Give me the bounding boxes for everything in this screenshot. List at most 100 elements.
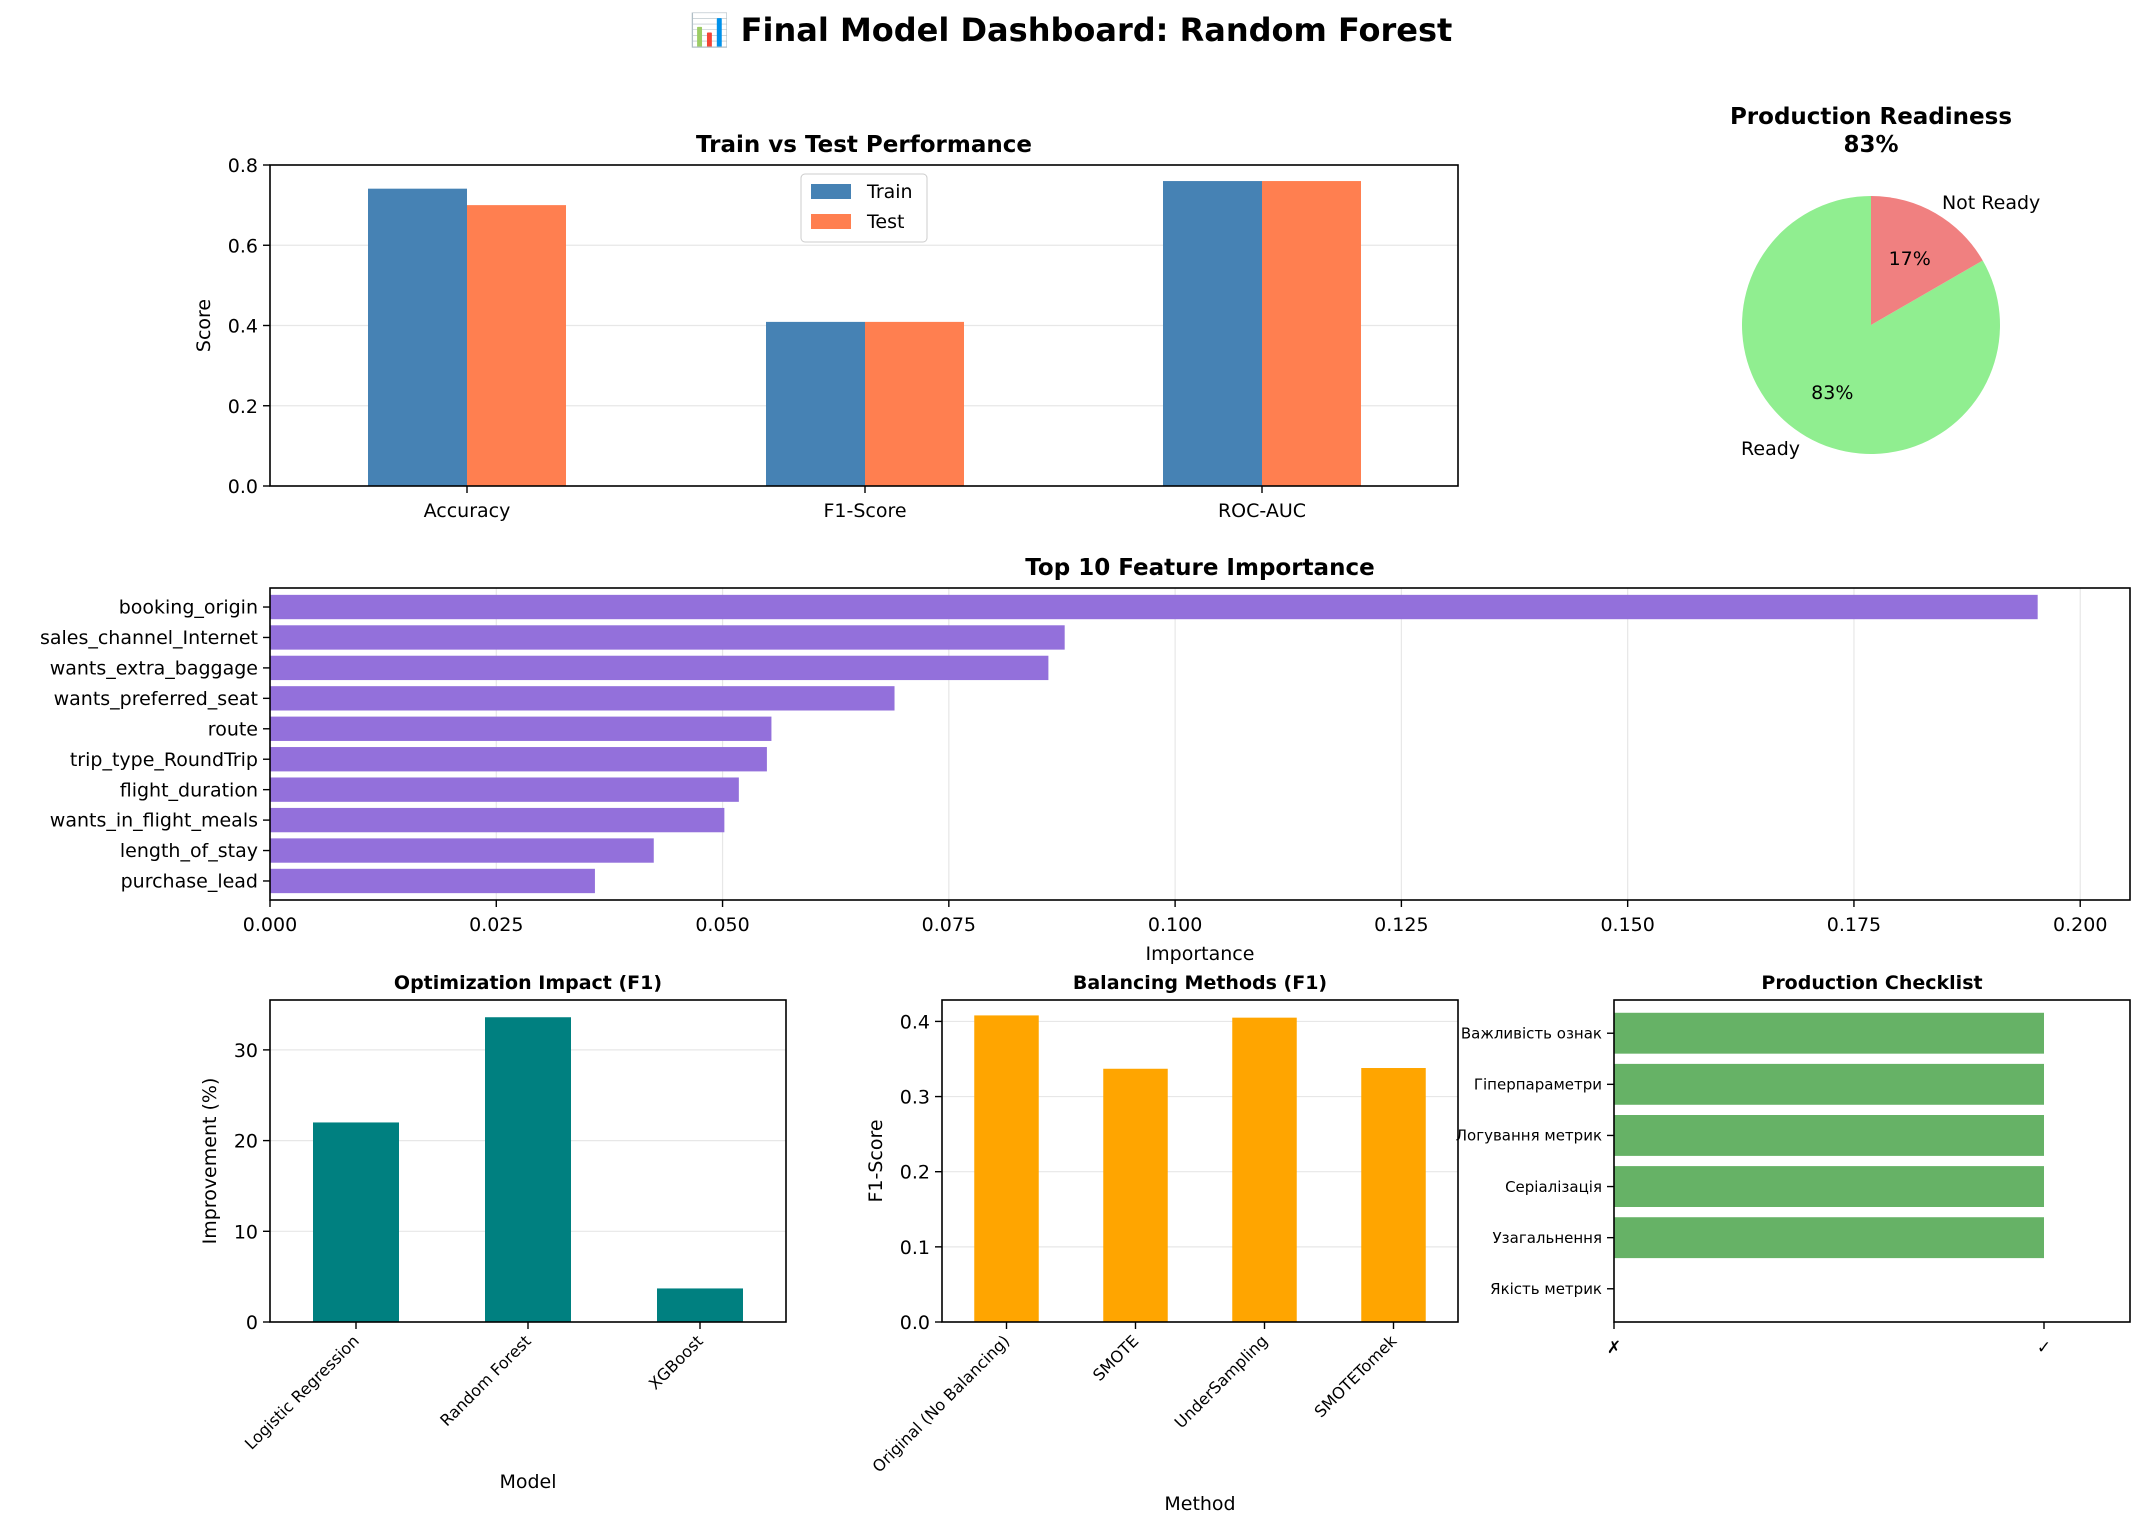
- y-tick-label: Якість метрик: [1490, 1280, 1602, 1298]
- y-tick-label: 30: [234, 1040, 258, 1062]
- legend-label-test: Test: [866, 211, 904, 233]
- y-tick-label: route: [208, 718, 258, 740]
- y-tick-label: length_of_stay: [120, 840, 258, 862]
- x-tick-label: 0.000: [243, 914, 297, 936]
- bar-узагальнення: [1614, 1217, 2044, 1259]
- x-tick-label: F1-Score: [823, 500, 906, 522]
- chart-title: Balancing Methods (F1): [1073, 972, 1327, 994]
- y-tick-label: purchase_lead: [121, 871, 258, 893]
- x-tick-label: Logistic Regression: [241, 1331, 363, 1453]
- legend-swatch-test: [811, 214, 851, 229]
- bar-гіперпараметри: [1614, 1063, 2044, 1105]
- bar-wants-preferred-seat: [270, 686, 895, 711]
- y-tick-label: Важливість ознак: [1461, 1024, 1602, 1042]
- chart-title: Production Checklist: [1761, 972, 1982, 994]
- y-tick-label: 0.2: [228, 396, 258, 418]
- bar-train-f1-score: [766, 321, 865, 486]
- y-tick-label: wants_in_flight_meals: [50, 810, 258, 832]
- plot-frame: [1613, 999, 2131, 1323]
- bar-logistic-regression: [313, 1122, 399, 1322]
- y-tick-label: Серіалізація: [1505, 1178, 1602, 1196]
- x-tick-label: 0.075: [922, 914, 976, 936]
- x-tick-label: SMOTE: [1089, 1331, 1142, 1384]
- x-tick-label: 0.050: [695, 914, 749, 936]
- y-axis-label: Improvement (%): [199, 1078, 221, 1245]
- x-tick-label: Original (No Balancing): [869, 1331, 1014, 1476]
- pie-slice-ready: [1742, 196, 2001, 454]
- x-tick-label: 0.100: [1148, 914, 1202, 936]
- bar-xgboost: [657, 1288, 743, 1322]
- y-tick-label: wants_extra_baggage: [50, 658, 258, 680]
- bar-серіалізація: [1614, 1166, 2044, 1207]
- y-tick-label: 0.0: [228, 476, 258, 498]
- y-tick-label: wants_preferred_seat: [54, 688, 258, 710]
- x-tick-label: 0.125: [1374, 914, 1428, 936]
- bar-route: [270, 716, 772, 741]
- bar-flight-duration: [270, 777, 739, 802]
- bar-purchase-lead: [270, 868, 595, 894]
- y-tick-label: 0: [246, 1312, 258, 1334]
- y-axis-label: F1-Score: [865, 1119, 887, 1202]
- bar-test-f1-score: [865, 321, 964, 486]
- y-tick-label: 0.8: [228, 155, 258, 177]
- legend-swatch-train: [811, 184, 851, 199]
- y-tick-label: Логування метрик: [1456, 1127, 1602, 1145]
- pie-subtitle: 83%: [1843, 132, 1898, 158]
- plot-frame: [941, 999, 1459, 1323]
- bar-smotetomek: [1361, 1068, 1426, 1322]
- bar-sales-channel-internet: [270, 625, 1065, 650]
- bar-wants-extra-baggage: [270, 655, 1049, 681]
- x-tick-label: UnderSampling: [1171, 1331, 1272, 1432]
- y-tick-label: 0.1: [900, 1237, 930, 1259]
- bar-random-forest: [485, 1017, 571, 1322]
- chart-title: Top 10 Feature Importance: [1025, 555, 1374, 581]
- bar-важливість-ознак: [1614, 1012, 2044, 1054]
- y-tick-label: 10: [234, 1221, 258, 1243]
- bar-smote: [1103, 1068, 1168, 1322]
- x-tick-label: XGBoost: [645, 1331, 707, 1393]
- x-tick-label: Random Forest: [436, 1331, 535, 1430]
- pie-slice-not-ready: [1871, 196, 1983, 325]
- y-tick-label: 0.2: [900, 1162, 930, 1184]
- bar-length-of-stay: [270, 838, 654, 863]
- x-tick-label: ✓: [2037, 1338, 2051, 1358]
- x-axis-label: Model: [499, 1471, 556, 1493]
- x-tick-label: Accuracy: [424, 500, 511, 522]
- y-tick-label: 0.3: [900, 1087, 930, 1109]
- y-tick-label: sales_channel_Internet: [40, 627, 258, 649]
- x-tick-label: ✗: [1607, 1338, 1621, 1358]
- x-tick-label: ROC-AUC: [1218, 500, 1306, 522]
- x-tick-label: 0.175: [1827, 914, 1881, 936]
- y-tick-label: 0.6: [228, 235, 258, 257]
- pie-label: Not Ready: [1942, 192, 2040, 214]
- legend-label-train: Train: [866, 181, 913, 203]
- x-axis-label: Importance: [1146, 943, 1255, 965]
- bar-trip-type-roundtrip: [270, 747, 767, 772]
- bar-test-accuracy: [467, 205, 566, 486]
- x-tick-label: SMOTETomek: [1311, 1331, 1401, 1421]
- chart-title: Optimization Impact (F1): [394, 972, 662, 994]
- x-tick-label: 0.150: [1600, 914, 1654, 936]
- plot-frame: [269, 164, 1459, 487]
- dashboard-title: 📊 Final Model Dashboard: Random Forest: [690, 11, 1453, 49]
- x-axis-label: Method: [1164, 1493, 1235, 1515]
- optimization-impact-chart: 0 10 20 30 Logistic Regression Random Forest X…: [199, 972, 787, 1493]
- y-tick-label: flight_duration: [120, 779, 258, 801]
- bar-train-accuracy: [368, 188, 467, 486]
- y-tick-label: 0.4: [900, 1011, 930, 1033]
- chart-title: Train vs Test Performance: [696, 132, 1032, 158]
- bar-test-roc-auc: [1262, 181, 1361, 487]
- y-tick-label: booking_origin: [119, 597, 258, 619]
- plot-frame: [269, 999, 787, 1323]
- bar-booking-origin: [270, 594, 2038, 620]
- bar-wants-in-flight-meals: [270, 807, 725, 833]
- train-vs-test-chart: 0.0 0.2 0.4 0.6 0.8 Accuracy F1-Score ROC-AUC Tr…: [193, 132, 1459, 522]
- bar-логування-метрик: [1614, 1115, 2044, 1156]
- x-tick-label: 0.200: [2053, 914, 2107, 936]
- production-checklist-chart: ✗ ✓ Важливість ознак Гіперпараметри Логуванн…: [1456, 972, 2131, 1358]
- balancing-methods-chart: 0.0 0.1 0.2 0.3 0.4 Original (No Balancing) SM…: [865, 972, 1459, 1515]
- pie-pct-label: 17%: [1889, 248, 1931, 270]
- y-axis-label: Score: [193, 299, 215, 352]
- pie-label: Ready: [1741, 438, 1800, 460]
